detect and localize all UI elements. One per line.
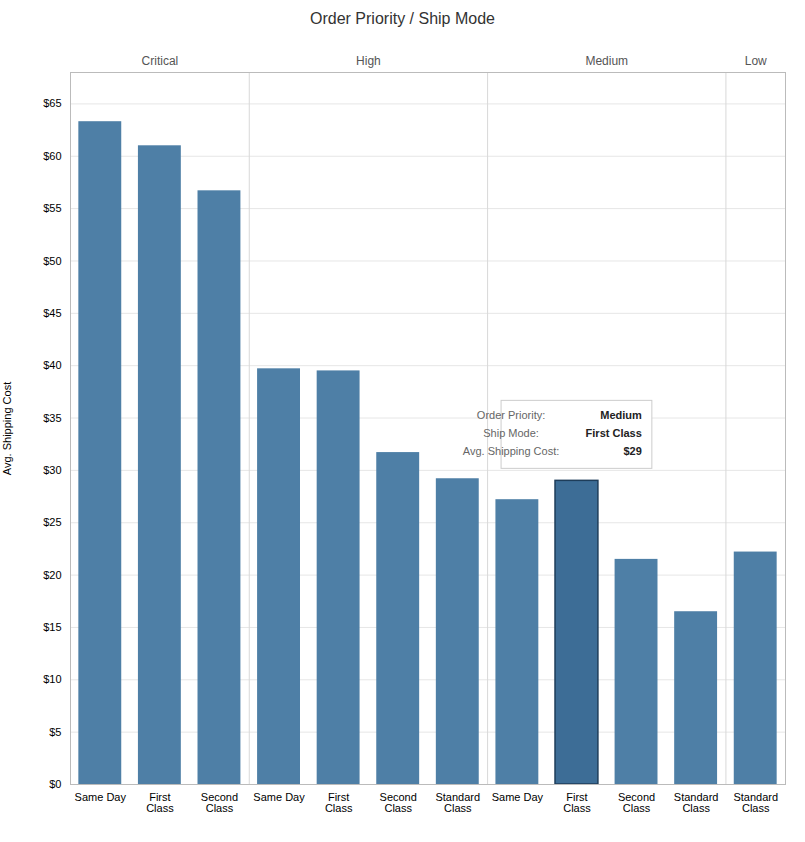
svg-text:$0: $0	[49, 778, 61, 790]
svg-text:$45: $45	[43, 307, 61, 319]
svg-text:Medium: Medium	[585, 54, 628, 68]
svg-text:SecondClass: SecondClass	[618, 791, 655, 814]
svg-text:FirstClass: FirstClass	[146, 791, 174, 814]
svg-text:$15: $15	[43, 621, 61, 633]
svg-text:Order Priority:: Order Priority:	[477, 409, 545, 421]
svg-text:Ship Mode:: Ship Mode:	[483, 427, 539, 439]
svg-text:First Class: First Class	[586, 427, 642, 439]
svg-text:$50: $50	[43, 254, 61, 266]
svg-text:High: High	[356, 54, 381, 68]
svg-text:Avg. Shipping Cost: Avg. Shipping Cost	[1, 382, 13, 475]
svg-text:$20: $20	[43, 569, 61, 581]
svg-text:SecondClass: SecondClass	[380, 791, 417, 814]
svg-text:StandardClass: StandardClass	[674, 791, 719, 814]
svg-text:StandardClass: StandardClass	[733, 791, 778, 814]
svg-text:Low: Low	[745, 54, 767, 68]
svg-text:Avg. Shipping Cost:: Avg. Shipping Cost:	[463, 445, 559, 457]
html-text:Order Priority / Ship Mode: Order Priority / Ship Mode	[310, 10, 495, 27]
svg-text:$29: $29	[623, 445, 641, 457]
svg-text:Medium: Medium	[600, 409, 642, 421]
svg-text:SecondClass: SecondClass	[201, 791, 238, 814]
svg-text:Same Day: Same Day	[75, 791, 127, 803]
svg-text:$25: $25	[43, 516, 61, 528]
svg-text:$10: $10	[43, 673, 61, 685]
svg-text:$60: $60	[43, 150, 61, 162]
svg-text:$5: $5	[49, 726, 61, 738]
svg-text:Same Day: Same Day	[253, 791, 305, 803]
svg-text:$55: $55	[43, 202, 61, 214]
svg-text:FirstClass: FirstClass	[325, 791, 353, 814]
svg-text:$40: $40	[43, 359, 61, 371]
svg-text:$30: $30	[43, 464, 61, 476]
svg-text:StandardClass: StandardClass	[435, 791, 480, 814]
svg-text:Critical: Critical	[142, 54, 179, 68]
svg-text:$65: $65	[43, 97, 61, 109]
svg-text:Same Day: Same Day	[492, 791, 544, 803]
svg-text:$35: $35	[43, 412, 61, 424]
svg-text:FirstClass: FirstClass	[563, 791, 591, 814]
